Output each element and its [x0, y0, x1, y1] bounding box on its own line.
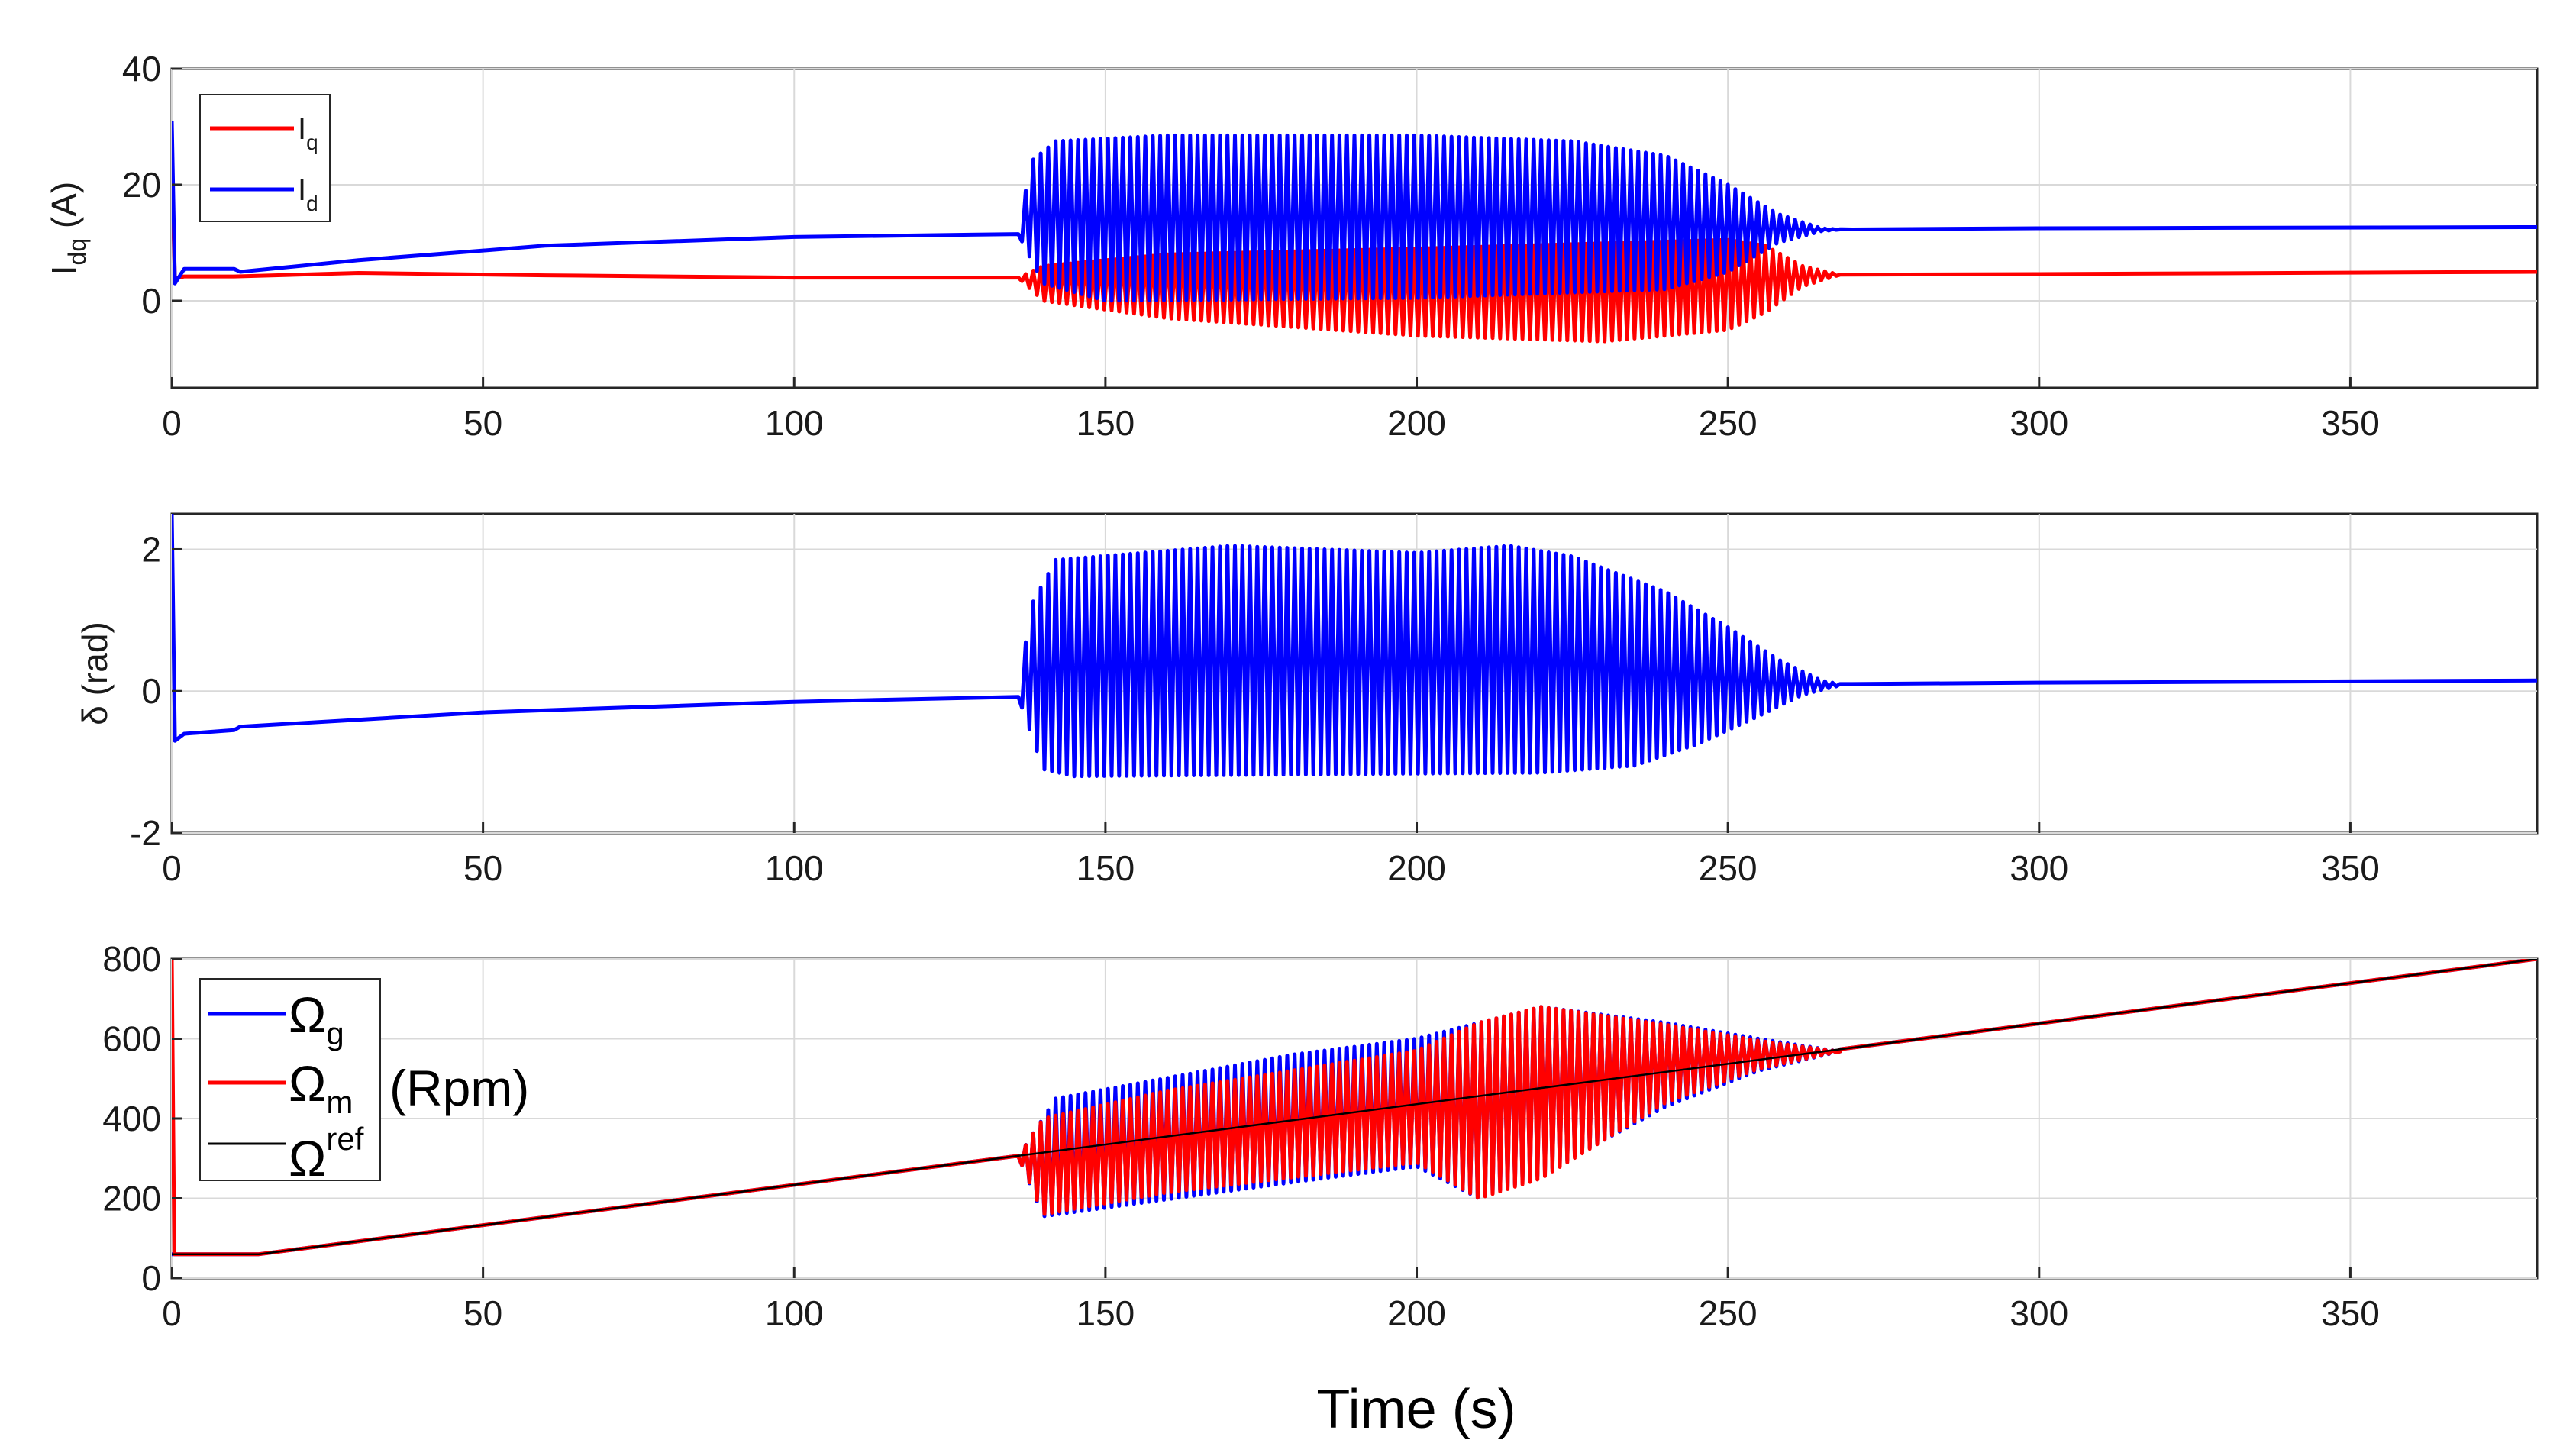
legend-id-main: I [298, 173, 306, 207]
ytick-label-800: 800 [102, 939, 161, 979]
legend-omega-g-main: Ω [289, 986, 326, 1043]
xtick-label-50: 50 [463, 1293, 502, 1333]
legend-iq-main: I [298, 112, 306, 146]
xtick-label-150: 150 [1077, 848, 1135, 888]
xtick-label-350: 350 [2321, 848, 2380, 888]
tick-labels-idq: 0 50 100 150 200 250 300 350 0 20 40 [122, 49, 2380, 443]
ylabel-delta: δ (rad) [75, 621, 115, 725]
legend-omega-ref-sup: ref [326, 1121, 363, 1157]
series-line-omega-1 [172, 959, 2537, 1257]
xtick-label-150: 150 [1077, 1293, 1135, 1333]
series-group-delta [172, 514, 2537, 779]
xtick-label-300: 300 [2009, 1293, 2068, 1333]
xtick-label-150: 150 [1077, 403, 1135, 443]
legend-omega-ref-main: Ω [289, 1130, 326, 1186]
ylabel-idq: Idq (A) [44, 182, 91, 275]
panel-delta: 0 50 100 150 200 250 300 350-202 δ (rad) [75, 512, 2539, 888]
xtick-label-100: 100 [765, 848, 824, 888]
legend-idq: Iq Id [199, 94, 331, 222]
xtick-label-50: 50 [463, 403, 502, 443]
xtick-label-250: 250 [1699, 848, 1758, 888]
xtick-label-350: 350 [2321, 1293, 2380, 1333]
legend-omega-m-sub: m [326, 1084, 353, 1120]
ytick-label-200: 200 [102, 1179, 161, 1219]
series-group-omega [172, 959, 2537, 1257]
xtick-label-100: 100 [765, 403, 824, 443]
ytick-label-20: 20 [122, 165, 161, 205]
ylabel-idq-sub: dq [63, 238, 91, 266]
xtick-label-350: 350 [2321, 403, 2380, 443]
series-line-delta-0 [172, 514, 2537, 779]
xtick-label-300: 300 [2009, 848, 2068, 888]
ytick-label--2: -2 [130, 813, 161, 853]
legend-omega-unit: (Rpm) [389, 1060, 529, 1116]
tick-labels-omega: 0 50 100 150 200 250 300 350 0 200 400 600 800 [102, 939, 2380, 1333]
ytick-label-600: 600 [102, 1019, 161, 1059]
ylabel-idq-unit: (A) [44, 182, 84, 238]
series-line-idq-1 [172, 121, 2537, 303]
xtick-label-0: 0 [162, 403, 182, 443]
x-axis-title: Time (s) [1316, 1379, 1516, 1440]
ytick-label-2: 2 [141, 529, 161, 569]
ytick-label-400: 400 [102, 1099, 161, 1138]
xtick-label-100: 100 [765, 1293, 824, 1333]
legend-omega-m-label: Ωm [289, 1055, 353, 1120]
xtick-label-250: 250 [1699, 1293, 1758, 1333]
legend-iq-sub: q [306, 131, 318, 154]
xtick-label-50: 50 [463, 848, 502, 888]
series-line-omega-2 [172, 959, 2537, 1255]
legend-omega-ref-label: Ωref [289, 1121, 364, 1186]
legend-idq-box [199, 94, 331, 222]
legend-omega-g-sub: g [326, 1015, 344, 1051]
ytick-label-0: 0 [141, 671, 161, 711]
ytick-label-0: 0 [141, 281, 161, 321]
legend-id-sub: d [306, 192, 318, 215]
xtick-label-200: 200 [1387, 403, 1446, 443]
xtick-label-300: 300 [2009, 403, 2068, 443]
xtick-label-0: 0 [162, 1293, 182, 1333]
series-group-idq [172, 121, 2537, 344]
xtick-label-200: 200 [1387, 848, 1446, 888]
ytick-label-40: 40 [122, 49, 161, 89]
legend-omega-m-main: Ω [289, 1055, 326, 1112]
xtick-label-0: 0 [162, 848, 182, 888]
legend-iq-label: Iq [298, 112, 318, 154]
legend-omega: Ωg Ωm (Rpm) Ωref [199, 978, 529, 1186]
xtick-label-250: 250 [1699, 403, 1758, 443]
tick-labels-delta: 0 50 100 150 200 250 300 350-202 [130, 529, 2380, 888]
legend-id-label: Id [298, 173, 318, 215]
ytick-label-0: 0 [141, 1258, 161, 1298]
xtick-label-200: 200 [1387, 1293, 1446, 1333]
legend-omega-g-label: Ωg [289, 986, 344, 1051]
ylabel-idq-main: I [44, 265, 84, 275]
panel-omega: 0 50 100 150 200 250 300 350 0 200 400 600 800 Ωg Ωm… [102, 939, 2539, 1333]
